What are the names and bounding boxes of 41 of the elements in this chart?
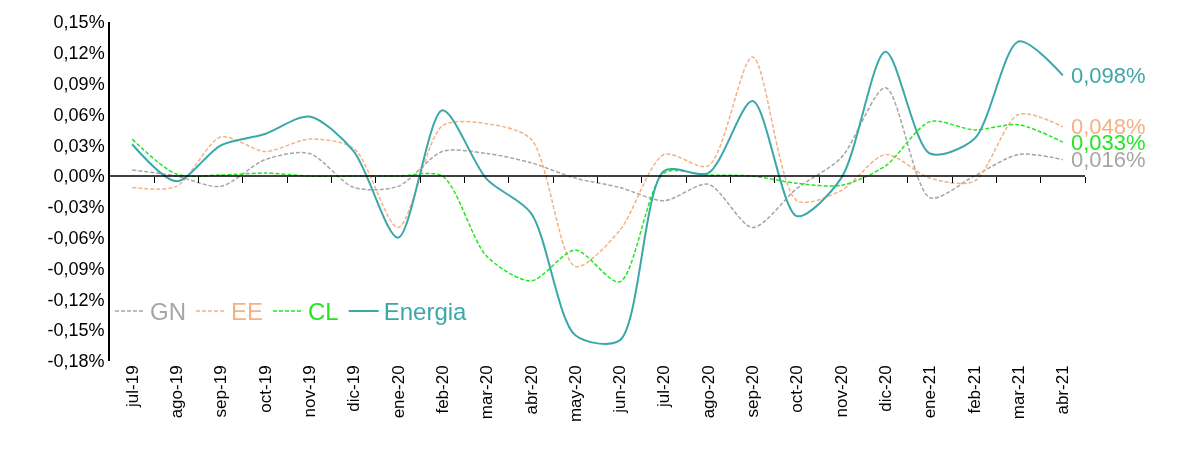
legend-label: GN (150, 298, 186, 326)
legend-label: EE (231, 298, 264, 326)
legend-label: CL (308, 298, 339, 326)
annotation: 0,098% (1071, 63, 1146, 88)
y-tick-label: -0,12% (47, 289, 105, 310)
y-tick-label: -0,09% (47, 258, 105, 279)
x-tick-label: mar-20 (477, 365, 497, 420)
x-tick-label: mar-21 (1009, 365, 1029, 420)
x-tick-label: feb-20 (432, 365, 452, 414)
x-tick-label: may-20 (565, 365, 585, 423)
x-tick-label: dic-20 (876, 365, 896, 412)
y-tick-label: 0,12% (53, 43, 105, 64)
x-tick-label: feb-21 (964, 365, 984, 414)
x-tick-label: jul-20 (654, 365, 674, 408)
line-series (131, 87, 1064, 229)
x-tick-label: jul-19 (122, 365, 142, 408)
x-tick-label: oct-19 (255, 365, 275, 413)
x-tick-label: nov-19 (299, 365, 319, 418)
x-tick-label: abr-20 (521, 365, 541, 415)
x-tick-label: jun-20 (610, 365, 630, 414)
y-tick-label: -0,18% (47, 351, 105, 372)
legend-label: Energia (383, 298, 468, 326)
y-tick-label: 0,03% (53, 135, 105, 156)
x-tick-label: ene-20 (388, 365, 408, 419)
y-tick-label: 0,00% (53, 166, 105, 187)
y-tick-label: 0,06% (53, 104, 105, 125)
x-tick-label: sep-19 (211, 365, 231, 418)
x-tick-label: ago-19 (167, 365, 186, 419)
x-tick-label: sep-20 (743, 365, 763, 418)
y-tick-label: -0,15% (47, 320, 105, 341)
y-tick-label: 0,09% (53, 73, 105, 94)
x-tick-label: abr-21 (1053, 365, 1073, 415)
line-series (131, 56, 1064, 268)
y-tick-label: -0,06% (47, 228, 105, 249)
x-tick-label: nov-20 (831, 365, 851, 418)
y-tick-label: 0,15% (53, 12, 105, 33)
x-tick-label: oct-20 (787, 365, 807, 413)
x-tick-label: ago-20 (698, 365, 718, 419)
y-tick-label: -0,03% (47, 197, 105, 218)
x-tick-label: dic-19 (344, 365, 364, 412)
x-tick-label: ene-21 (920, 365, 940, 419)
